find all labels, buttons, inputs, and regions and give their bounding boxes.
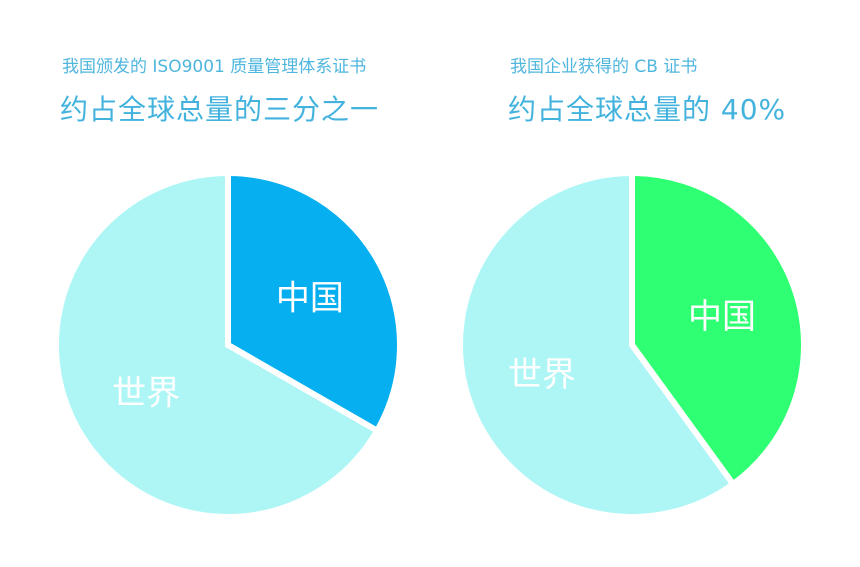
- chart-subtitle: 我国企业获得的 CB 证书: [510, 57, 698, 77]
- slice-label-world: 世界: [508, 355, 576, 395]
- pie-slice-china: [629, 169, 807, 489]
- chart-title: 约占全球总量的 40%: [508, 93, 787, 126]
- pie-panel-iso9001: 我国颁发的 ISO9001 质量管理体系证书 约占全球总量的三分之一 中国世界: [0, 0, 420, 567]
- pie-slice-world: [53, 169, 382, 520]
- chart-title: 约占全球总量的三分之一: [60, 93, 380, 126]
- chart-subtitle: 我国颁发的 ISO9001 质量管理体系证书: [62, 57, 367, 77]
- pie-slice-world: [457, 169, 738, 520]
- slice-label-china: 中国: [276, 279, 344, 319]
- slice-label-china: 中国: [688, 297, 756, 337]
- slice-label-world: 世界: [112, 373, 180, 413]
- pie-panel-cb: 我国企业获得的 CB 证书 约占全球总量的 40% 中国世界: [440, 0, 860, 567]
